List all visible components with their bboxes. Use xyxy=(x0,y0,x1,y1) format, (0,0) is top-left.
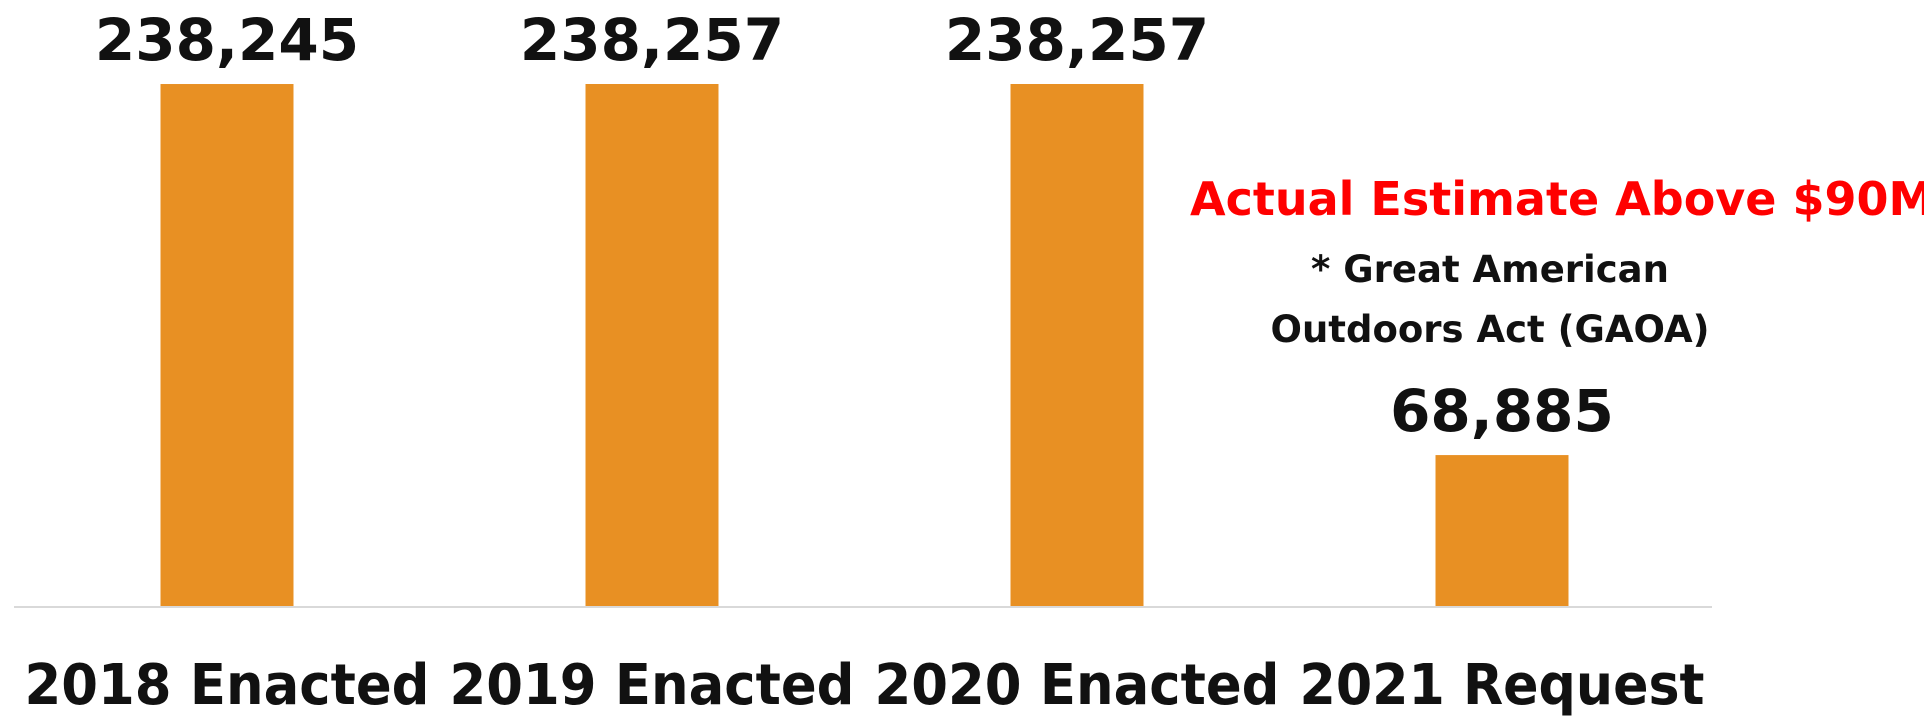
annotation-gaoa-line-1: * Great American xyxy=(1311,248,1669,291)
value-label: 238,245 xyxy=(95,6,359,74)
bar-2021-request xyxy=(1435,455,1569,606)
bar-2020-enacted xyxy=(1010,84,1144,606)
category-label: 2018 Enacted xyxy=(25,653,430,716)
bar-2019-enacted xyxy=(585,84,719,606)
annotation-actual-estimate: Actual Estimate Above $90M xyxy=(1190,172,1924,226)
category-label: 2019 Enacted xyxy=(450,653,855,716)
annotation-gaoa-note: * Great American Outdoors Act (GAOA) xyxy=(1230,240,1750,360)
category-label: 2021 Request xyxy=(1300,653,1705,716)
bar-2018-enacted xyxy=(160,84,294,606)
annotation-gaoa-line-2: Outdoors Act (GAOA) xyxy=(1270,308,1710,351)
value-label: 238,257 xyxy=(945,6,1209,74)
value-label: 238,257 xyxy=(520,6,784,74)
value-label: 68,885 xyxy=(1390,377,1614,445)
category-label: 2020 Enacted xyxy=(875,653,1280,716)
